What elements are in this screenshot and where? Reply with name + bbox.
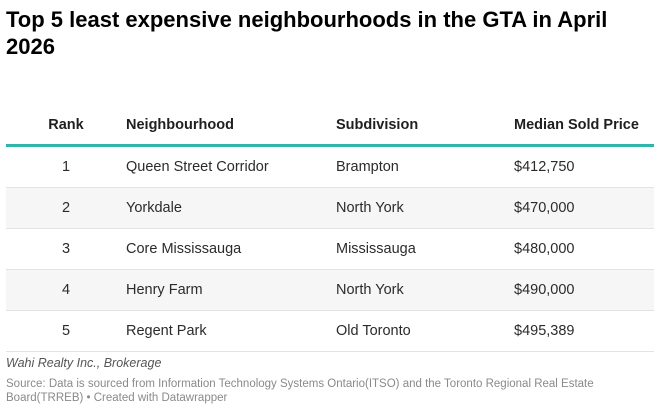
header-neighbourhood[interactable]: Neighbourhood [126, 84, 336, 147]
cell-rank: 2 [6, 187, 126, 229]
cell-subdivision: Old Toronto [336, 310, 514, 352]
cell-rank: 3 [6, 228, 126, 270]
table-row: 5 Regent Park Old Toronto $495,389 [6, 310, 654, 352]
table-row: 1 Queen Street Corridor Brampton $412,75… [6, 145, 654, 188]
header-median-sold-price[interactable]: Median Sold Price [514, 84, 654, 147]
header-rank[interactable]: Rank [6, 84, 126, 147]
chart-title: Top 5 least expensive neighbourhoods in … [6, 7, 608, 59]
byline: Wahi Realty Inc., Brokerage [6, 356, 162, 370]
cell-neighbourhood: Regent Park [126, 310, 336, 352]
cell-subdivision: Mississauga [336, 228, 514, 270]
table-row: 3 Core Mississauga Mississauga $480,000 [6, 228, 654, 270]
data-table: Rank Neighbourhood Subdivision Median So… [6, 84, 654, 352]
cell-price: $495,389 [514, 310, 654, 352]
cell-price: $412,750 [514, 145, 654, 188]
cell-neighbourhood: Yorkdale [126, 187, 336, 229]
table-row: 4 Henry Farm North York $490,000 [6, 269, 654, 311]
cell-price: $490,000 [514, 269, 654, 311]
table-header-row: Rank Neighbourhood Subdivision Median So… [6, 84, 654, 147]
cell-price: $480,000 [514, 228, 654, 270]
cell-subdivision: Brampton [336, 145, 514, 188]
cell-price: $470,000 [514, 187, 654, 229]
cell-neighbourhood: Core Mississauga [126, 228, 336, 270]
source-note: Source: Data is sourced from Information… [6, 378, 594, 404]
cell-subdivision: North York [336, 187, 514, 229]
cell-rank: 4 [6, 269, 126, 311]
cell-neighbourhood: Henry Farm [126, 269, 336, 311]
cell-rank: 1 [6, 145, 126, 188]
cell-subdivision: North York [336, 269, 514, 311]
table-row: 2 Yorkdale North York $470,000 [6, 187, 654, 229]
header-subdivision[interactable]: Subdivision [336, 84, 514, 147]
cell-neighbourhood: Queen Street Corridor [126, 145, 336, 188]
cell-rank: 5 [6, 310, 126, 352]
